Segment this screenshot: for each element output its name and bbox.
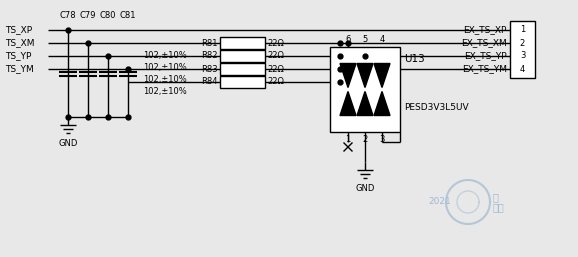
Text: TS_YM: TS_YM	[5, 65, 34, 74]
Text: 2021: 2021	[428, 197, 451, 207]
Text: 22Ω: 22Ω	[267, 65, 284, 74]
Polygon shape	[357, 91, 373, 115]
Bar	[220, 50, 265, 62]
Text: EX_TS_YM: EX_TS_YM	[462, 65, 507, 74]
Text: 6: 6	[345, 35, 351, 44]
Text: C79: C79	[80, 11, 97, 20]
Text: 2: 2	[362, 135, 368, 144]
Polygon shape	[357, 63, 373, 87]
Text: 2: 2	[520, 39, 525, 48]
Text: C81: C81	[120, 11, 136, 20]
Bar	[220, 37, 265, 49]
Text: R83: R83	[201, 65, 218, 74]
Bar	[220, 63, 265, 75]
Text: 22Ω: 22Ω	[267, 39, 284, 48]
Text: 22Ω: 22Ω	[267, 51, 284, 60]
Text: 4: 4	[520, 65, 525, 74]
Text: GND: GND	[355, 184, 375, 193]
Bar	[220, 76, 265, 88]
Text: C80: C80	[100, 11, 116, 20]
Text: 102,±10%: 102,±10%	[143, 51, 187, 60]
Text: TS_XM: TS_XM	[5, 39, 35, 48]
Text: EX_TS_XP: EX_TS_XP	[464, 25, 507, 34]
Text: 5: 5	[362, 35, 368, 44]
Text: R84: R84	[202, 78, 218, 87]
Text: PESD3V3L5UV: PESD3V3L5UV	[404, 103, 469, 112]
Bar	[510, 21, 535, 78]
Polygon shape	[340, 91, 356, 115]
Polygon shape	[374, 63, 390, 87]
Text: U13: U13	[404, 54, 425, 64]
Text: 102,±10%: 102,±10%	[143, 75, 187, 84]
Text: EX_TS_YP: EX_TS_YP	[464, 51, 507, 60]
Text: 102,±10%: 102,±10%	[143, 63, 187, 72]
Text: GND: GND	[58, 139, 77, 148]
Text: R81: R81	[202, 39, 218, 48]
Polygon shape	[374, 91, 390, 115]
Text: TS_XP: TS_XP	[5, 25, 32, 34]
Text: TS_YP: TS_YP	[5, 51, 31, 60]
Text: R82: R82	[202, 51, 218, 60]
Text: 日: 日	[493, 192, 499, 202]
Text: 3: 3	[379, 135, 385, 144]
Text: 3: 3	[520, 51, 525, 60]
Text: C78: C78	[60, 11, 76, 20]
Bar	[330, 47, 400, 132]
Text: EX_TS_XM: EX_TS_XM	[461, 39, 507, 48]
Text: 4: 4	[379, 35, 384, 44]
Text: 明展: 明展	[493, 202, 505, 212]
Text: 1: 1	[346, 135, 351, 144]
Text: 22Ω: 22Ω	[267, 78, 284, 87]
Text: 1: 1	[520, 25, 525, 34]
Polygon shape	[340, 63, 356, 87]
Text: 102,±10%: 102,±10%	[143, 87, 187, 96]
